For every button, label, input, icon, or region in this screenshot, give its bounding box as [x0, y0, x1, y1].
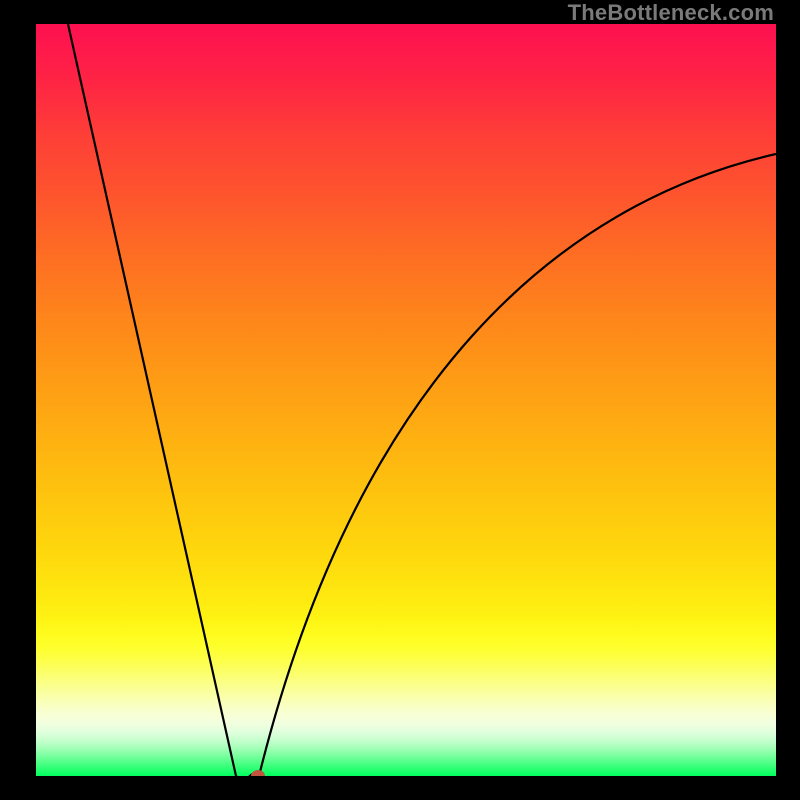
bottleneck-chart [36, 24, 776, 776]
plot-area [36, 24, 776, 776]
gradient-background [36, 24, 776, 776]
watermark-label: TheBottleneck.com [568, 0, 774, 26]
